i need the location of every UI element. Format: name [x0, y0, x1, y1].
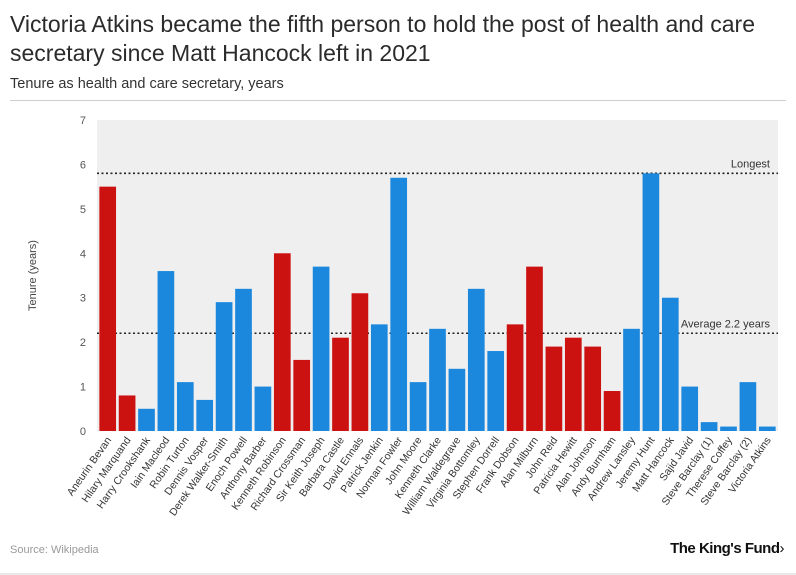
bar-alan-milburn — [526, 266, 543, 431]
bar-stephen-dorrell — [487, 351, 505, 431]
bar-harry-crookshank — [138, 408, 155, 431]
bar-derek-walker-smith — [215, 302, 233, 431]
bar-virginia-bottomley — [467, 288, 485, 431]
bar-victoria-atkins — [758, 426, 776, 431]
y-tick-label: 3 — [80, 293, 86, 305]
bar-enoch-powell — [235, 288, 252, 431]
bar-john-reid — [545, 346, 563, 431]
chart-subtitle: Tenure as health and care secretary, yea… — [10, 76, 284, 92]
bar-matt-hancock — [661, 297, 679, 431]
chart-title: Victoria Atkins became the fifth person … — [10, 11, 755, 66]
y-tick-label: 5 — [80, 204, 86, 216]
bar-alan-johnson — [584, 346, 602, 431]
bar-patrick-jenkin — [370, 324, 388, 431]
bar-steve-barclay-2 — [739, 382, 757, 431]
bar-kenneth-robinson — [273, 253, 291, 431]
bar-norman-fowler — [390, 177, 408, 431]
bar-anthony-barber — [254, 386, 272, 431]
bar-iain-macleod — [157, 271, 175, 431]
bar-therese-coffey — [720, 426, 737, 431]
y-tick-label: 1 — [80, 382, 86, 394]
y-tick-label: 4 — [80, 248, 86, 260]
bar-hilary-marquand — [118, 395, 136, 431]
header-divider — [10, 100, 786, 101]
bar-robin-turton — [176, 382, 194, 431]
y-tick-label: 7 — [80, 115, 86, 127]
y-axis-ticks: 0 1 2 3 4 5 6 7 — [80, 115, 86, 438]
footer-divider — [0, 573, 796, 575]
source-note: Source: Wikipedia — [10, 544, 99, 556]
logo-text: The King's Fund — [670, 540, 780, 557]
bar-patricia-hewitt — [564, 337, 582, 431]
y-tick-label: 0 — [80, 426, 86, 438]
bar-david-ennals — [351, 293, 369, 431]
bar-steve-barclay-1 — [700, 422, 718, 431]
reference-line-label: Average 2.2 years — [681, 318, 771, 330]
bar-frank-dobson — [506, 324, 524, 431]
bar-andrew-lansley — [623, 328, 640, 431]
reference-line-label: Longest — [731, 158, 770, 170]
y-tick-label: 2 — [80, 337, 86, 349]
bar-aneurin-bevan — [99, 186, 117, 431]
bar-richard-crossman — [293, 359, 311, 431]
bar-chart: Longest Average 2.2 years 0 1 2 3 4 5 6 7 Aneuri… — [27, 115, 778, 518]
bar-sir-keith-joseph — [312, 266, 330, 431]
kings-fund-logo: The King's Fund› — [670, 540, 784, 557]
y-axis-label: Tenure (years) — [27, 240, 39, 311]
y-tick-label: 6 — [80, 159, 86, 171]
bar-dennis-vosper — [196, 399, 214, 431]
bars — [99, 173, 776, 432]
bar-barbara-castle — [332, 337, 349, 431]
bar-andy-burnham — [603, 391, 621, 431]
bar-john-moore — [409, 382, 427, 431]
bar-jeremy-hunt — [642, 173, 660, 432]
bar-william-waldegrave — [448, 368, 466, 431]
bar-kenneth-clarke — [429, 328, 446, 431]
logo-chevron-icon: › — [779, 540, 785, 557]
bar-sajid-javid — [681, 386, 699, 431]
